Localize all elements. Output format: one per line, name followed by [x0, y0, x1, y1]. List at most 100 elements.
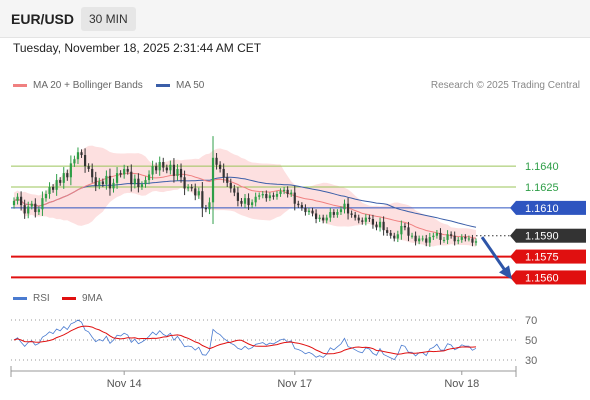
level-tag-pointer-1.1575 — [510, 249, 516, 264]
candle-body — [471, 238, 474, 243]
candle-body — [304, 207, 307, 213]
candle-body — [300, 205, 303, 208]
rsi-legend: RSI — [13, 293, 50, 304]
level-label-1.1640: 1.1640 — [525, 161, 559, 173]
candle-body — [73, 159, 76, 164]
candle-body — [172, 164, 176, 176]
candle-body — [457, 239, 460, 242]
candle-body — [254, 196, 257, 203]
candle-body — [464, 237, 467, 239]
candle-body — [275, 193, 279, 197]
candle-body — [407, 227, 410, 236]
candle-body — [439, 232, 442, 240]
candle-body — [194, 188, 197, 196]
candle-body — [290, 192, 293, 194]
x-tick-label: Nov 18 — [444, 378, 479, 390]
candle-body — [219, 164, 222, 169]
candle-body — [62, 173, 65, 183]
candle-body — [282, 189, 286, 192]
candle-body — [428, 237, 431, 243]
candle-body — [286, 189, 289, 194]
candle-body — [414, 235, 417, 242]
candle-body — [364, 217, 367, 222]
candle-body — [51, 187, 55, 190]
candle-body — [176, 168, 179, 176]
candle-body — [126, 168, 129, 172]
level-tag-1.1560 — [516, 270, 586, 285]
datetime-label: Tuesday, November 18, 2025 2:31:44 AM CE… — [13, 41, 262, 55]
rsi-level-label-30: 30 — [525, 355, 537, 367]
candle-body — [421, 238, 424, 240]
candle-body — [258, 195, 261, 197]
candle-body — [190, 187, 193, 189]
candle-body — [251, 202, 254, 206]
candle-body — [187, 187, 190, 189]
candle-body — [318, 217, 321, 220]
rsi-ma-line — [13, 325, 477, 355]
candle-body — [403, 225, 407, 228]
candle-body — [179, 168, 183, 178]
candle-body — [105, 175, 108, 185]
candle-body — [215, 157, 218, 165]
candle-body — [76, 152, 80, 160]
candle-body — [151, 166, 154, 175]
level-tag-pointer-1.1610 — [510, 200, 516, 215]
candle-body — [133, 178, 136, 185]
level-label-1.1560: 1.1560 — [525, 272, 559, 284]
rsi-legend-label: RSI — [33, 293, 50, 304]
candle-body — [346, 203, 350, 214]
candle-body — [87, 166, 90, 169]
candle-body — [354, 214, 357, 218]
candle-body — [307, 210, 311, 213]
candle-body — [119, 173, 122, 175]
candle-body — [130, 171, 133, 185]
candle-body — [293, 192, 296, 204]
candle-body — [247, 198, 250, 206]
candle-body — [332, 212, 335, 215]
candle-body — [474, 241, 478, 243]
ma50-legend: MA 50 — [156, 80, 204, 91]
level-label-1.1575: 1.1575 — [525, 252, 559, 264]
candle-body — [69, 163, 72, 178]
candle-body — [197, 191, 200, 196]
candle-body — [211, 157, 215, 203]
candle-body — [393, 235, 396, 239]
ma20-legend-label: MA 20 + Bollinger Bands — [33, 80, 143, 91]
candle-body — [322, 217, 325, 221]
candle-body — [386, 230, 389, 233]
candle-body — [268, 195, 271, 199]
candle-body — [361, 220, 364, 222]
level-tag-1.1575 — [516, 249, 586, 264]
candle-body — [325, 217, 328, 221]
rsi-ma-swatch — [62, 296, 76, 300]
candle-body — [446, 234, 449, 240]
candle-body — [222, 168, 225, 178]
candle-body — [30, 203, 33, 207]
candle-body — [375, 224, 378, 228]
candle-body — [27, 206, 30, 214]
candle-body — [425, 238, 428, 243]
candle-body — [165, 167, 168, 171]
rsi-level-label-50: 50 — [525, 335, 537, 347]
candle-body — [12, 200, 16, 206]
candle-body — [59, 180, 62, 183]
candle-body — [272, 195, 275, 197]
candle-body — [339, 209, 343, 213]
candle-body — [400, 225, 403, 235]
candle-body — [297, 203, 300, 206]
timeframe-button[interactable]: 30 MIN — [81, 7, 136, 31]
x-tick-label: Nov 17 — [277, 378, 312, 390]
candle-body — [432, 235, 435, 238]
level-label-1.1610: 1.1610 — [525, 203, 559, 215]
candle-body — [123, 168, 126, 175]
candle-body — [336, 212, 339, 215]
candle-body — [261, 193, 264, 196]
rsi-swatch — [13, 296, 27, 300]
candle-body — [265, 193, 268, 199]
candle-body — [450, 234, 453, 236]
level-label-1.1625: 1.1625 — [525, 182, 559, 194]
candle-body — [115, 173, 119, 183]
candle-body — [55, 180, 58, 190]
candle-body — [183, 177, 186, 189]
